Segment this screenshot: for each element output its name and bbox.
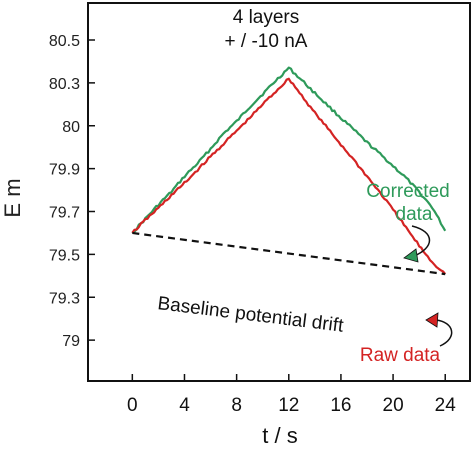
x-tick-label: 4: [179, 395, 190, 416]
chart-title-line-2: + / -10 nA: [225, 31, 308, 52]
y-tick-label: 80.3: [49, 76, 80, 93]
y-tick-label: 80.5: [49, 33, 80, 50]
y-tick-label: 80: [62, 119, 80, 136]
corrected-data-arrowhead: [403, 248, 419, 263]
raw-data-arrowhead: [425, 312, 439, 328]
x-tick-label: 16: [330, 395, 351, 416]
corrected-data-label-line-2: data: [396, 204, 433, 225]
y-tick-label: 79.3: [49, 290, 80, 307]
chart-title-line-1: 4 layers: [233, 7, 300, 28]
corrected-data-line: [131, 66, 447, 234]
plot-frame: [87, 2, 471, 382]
y-tick-label: 79.5: [49, 247, 80, 264]
corrected-data-label-line-1: Corrected: [366, 181, 449, 202]
raw-data-line: [131, 77, 447, 275]
raw-data-label: Raw data: [360, 345, 441, 366]
y-tick-label: 79: [62, 333, 80, 350]
x-axis-ticks: 0 4 8 12 16 20 24: [127, 374, 456, 416]
x-tick-label: 12: [278, 395, 299, 416]
x-tick-label: 20: [383, 395, 404, 416]
raw-data-callout-arrow: [435, 319, 453, 347]
x-tick-label: 0: [127, 395, 138, 416]
x-axis-label: t / s: [262, 423, 297, 448]
x-tick-label: 24: [435, 395, 457, 416]
x-tick-label: 8: [231, 395, 242, 416]
y-tick-label: 79.9: [49, 162, 80, 179]
baseline-drift-line: [132, 231, 446, 276]
baseline-label: Baseline potential drift: [156, 293, 345, 337]
series-group: [131, 66, 447, 276]
y-axis-label: E m: [0, 178, 25, 217]
y-axis-ticks: 79 79.3 79.5 79.7 79.9 80 80.3 80.5: [49, 33, 95, 350]
y-tick-label: 79.7: [49, 205, 80, 222]
corrected-data-callout-arrow: [411, 225, 431, 257]
